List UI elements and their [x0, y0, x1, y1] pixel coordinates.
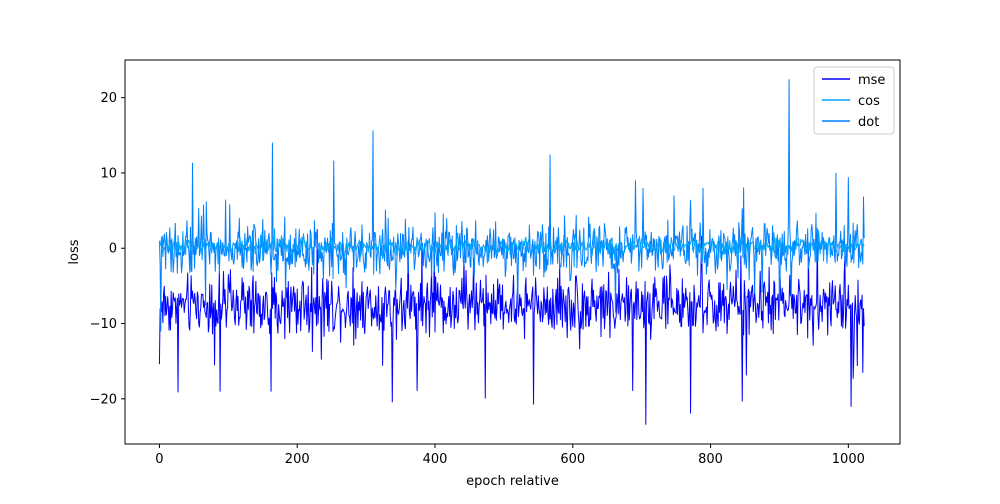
x-tick-label: 600 [560, 452, 585, 467]
x-axis-label: epoch relative [466, 474, 559, 489]
legend-label-cos: cos [858, 94, 880, 109]
y-tick-label: −20 [90, 392, 117, 407]
series-line-cos [158, 227, 865, 268]
x-tick-label: 1000 [832, 452, 865, 467]
x-tick-label: 800 [698, 452, 723, 467]
legend-label-mse: mse [858, 73, 885, 88]
series-layer [158, 79, 865, 425]
x-axis-ticks: 0 200 400 600 800 1000 [155, 444, 865, 467]
y-tick-label: 20 [100, 91, 117, 106]
y-axis-ticks: −20 −10 0 10 20 [90, 91, 125, 407]
series-line-mse [158, 229, 865, 425]
x-tick-label: 200 [285, 452, 310, 467]
x-tick-label: 400 [423, 452, 448, 467]
series-line-dot [158, 79, 865, 332]
legend: mse cos dot [813, 66, 895, 135]
legend-box [813, 66, 895, 135]
x-tick-label: 0 [155, 452, 163, 467]
y-tick-label: −10 [90, 317, 117, 332]
axes-frame [124, 59, 901, 445]
legend-label-dot: dot [858, 115, 879, 130]
y-tick-label: 0 [109, 242, 117, 257]
y-tick-label: 10 [100, 166, 117, 181]
y-axis-label: loss [67, 239, 82, 264]
